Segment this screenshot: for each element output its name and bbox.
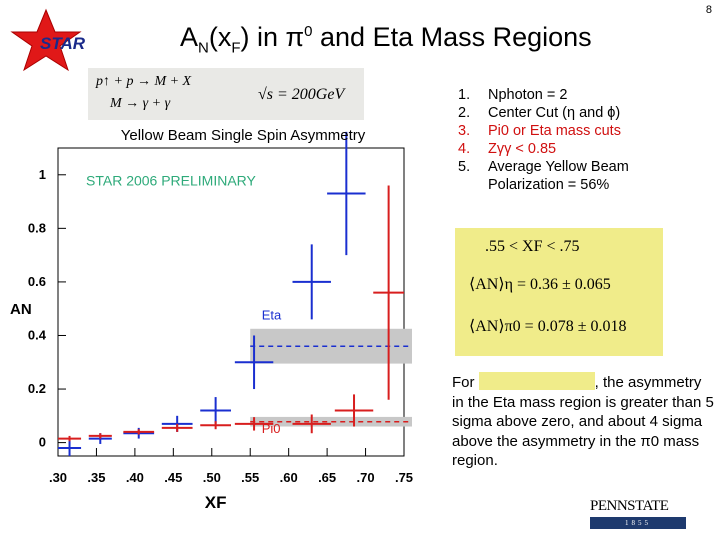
pennstate-logo: PENNSTATE 1855	[590, 498, 686, 529]
y-tick-label: 0.2	[28, 381, 46, 396]
condition-number: 2.	[458, 105, 471, 121]
chart-annotation: STAR 2006 PRELIMINARY	[86, 172, 257, 188]
data-point	[200, 421, 231, 430]
data-point	[58, 439, 82, 456]
condition-text: Pi0 or Eta mass cuts	[488, 123, 621, 139]
x-tick-label: .40	[126, 470, 144, 485]
data-point	[234, 335, 274, 390]
data-point	[292, 414, 331, 434]
star-shape	[10, 8, 82, 72]
slide-number: 8	[705, 4, 712, 16]
condition-number: 5.	[458, 159, 471, 175]
condition-item: 1. Nphoton = 2	[458, 86, 658, 104]
x-tick-label: .60	[280, 470, 298, 485]
reaction-line-2: M → γ + γ	[110, 96, 171, 111]
condition-text: Zγγ < 0.85	[488, 141, 557, 157]
x-tick-label: .50	[203, 470, 221, 485]
y-tick-label: 0.6	[28, 274, 46, 289]
data-point	[200, 397, 231, 424]
y-tick-label: 0	[39, 435, 46, 450]
error-band	[250, 416, 412, 427]
data-point	[373, 185, 404, 400]
condition-item: 5. Average Yellow Beam Polarization = 56%	[458, 158, 658, 194]
result-eta: ⟨AN⟩η = 0.36 ± 0.065	[469, 276, 611, 293]
condition-text: Center Cut (η and ϕ)	[488, 105, 621, 121]
conclusion-text: For , the asymmetry in the Eta mass regi…	[452, 372, 714, 469]
condition-item: 2. Center Cut (η and ϕ)	[458, 104, 658, 122]
logo-text: STAR	[40, 34, 86, 53]
result-pi0: ⟨AN⟩π0 = 0.078 ± 0.018	[469, 318, 627, 335]
data-point	[88, 433, 112, 439]
data-point	[334, 394, 374, 427]
selection-conditions-list: 1. Nphoton = 2 2. Center Cut (η and ϕ) 3. Pi0…	[458, 86, 658, 194]
data-point	[234, 417, 274, 431]
x-tick-label: .45	[164, 470, 182, 485]
reaction-energy: √s = 200GeV	[258, 86, 345, 103]
condition-number: 3.	[458, 123, 471, 139]
condition-text: Average Yellow Beam Polarization = 56%	[488, 159, 629, 193]
error-band	[250, 328, 412, 364]
x-tick-label: .35	[87, 470, 105, 485]
x-axis-label: XF	[205, 493, 227, 512]
data-point	[292, 244, 331, 320]
x-tick-label: .55	[241, 470, 259, 485]
condition-item: 4. Zγγ < 0.85	[458, 140, 658, 158]
chart-title: Yellow Beam Single Spin Asymmetry	[121, 127, 366, 144]
band-label: Pi0	[262, 421, 281, 436]
y-tick-label: 0.8	[28, 220, 46, 235]
data-point	[327, 131, 366, 256]
page-title: AN(xF) in π0 and Eta Mass Regions	[180, 22, 592, 57]
condition-number: 4.	[458, 141, 471, 157]
x-tick-label: .30	[49, 470, 67, 485]
data-point	[161, 423, 193, 432]
condition-number: 1.	[458, 87, 471, 103]
y-tick-label: 0.4	[28, 327, 47, 342]
asymmetry-chart: .30 .35 .40 .45 .50 .55 .60 .65 .70 .75 0 0.2 0.4 0.6…	[10, 127, 413, 512]
y-axis-label: AN	[10, 301, 32, 318]
star-logo: STAR	[10, 8, 86, 72]
band-label: Eta	[262, 307, 282, 322]
x-tick-label: .75	[395, 470, 413, 485]
condition-text: Nphoton = 2	[488, 87, 568, 103]
data-point	[58, 435, 82, 442]
plot-frame	[57, 147, 405, 457]
reaction-equation-box: p↑ + p → M + X M → γ + γ √s = 200GeV	[88, 68, 364, 120]
x-tick-label: .70	[357, 470, 375, 485]
result-range: .55 < XF < .75	[485, 238, 580, 255]
x-tick-label: .65	[318, 470, 336, 485]
reaction-line-1: p↑ + p → M + X	[96, 74, 192, 89]
range-formula-inline	[478, 372, 595, 390]
condition-item: 3. Pi0 or Eta mass cuts	[458, 122, 658, 140]
result-formula-box: .55 < XF < .75 ⟨AN⟩η = 0.36 ± 0.065 ⟨AN⟩…	[455, 228, 663, 356]
y-tick-label: 1	[39, 167, 46, 182]
data-point	[123, 429, 155, 435]
